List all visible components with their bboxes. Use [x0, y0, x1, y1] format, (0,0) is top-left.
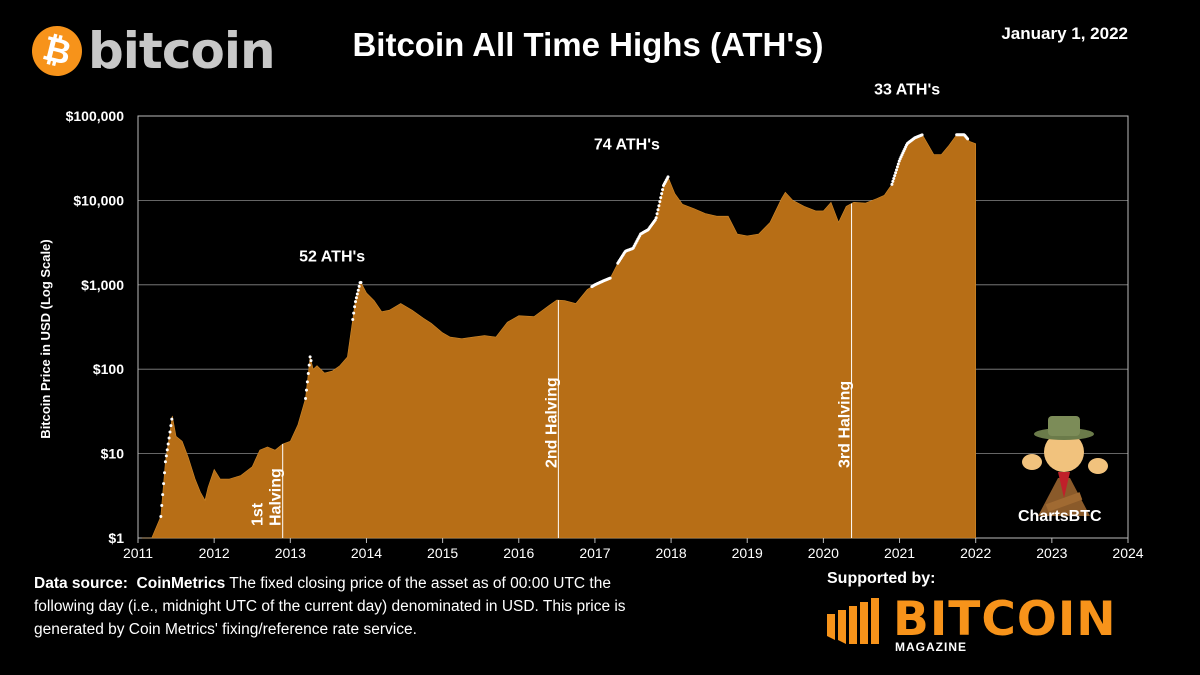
- ath-annotation: 52 ATH's: [299, 248, 365, 265]
- ath-dot: [166, 442, 170, 446]
- x-tick-label: 2012: [199, 545, 230, 561]
- bitcoin-magazine-logo: BITCOIN MAGAZINE: [827, 592, 1137, 654]
- ath-dot: [658, 200, 662, 204]
- sponsor-label: Supported by:: [827, 570, 936, 587]
- ath-dot: [655, 212, 659, 216]
- x-tick-label: 2020: [808, 545, 839, 561]
- x-tick-label: 2024: [1112, 545, 1143, 561]
- ath-dot: [170, 417, 174, 421]
- ath-dot: [304, 388, 308, 392]
- ath-dot: [666, 175, 670, 179]
- ath-dot: [608, 276, 612, 280]
- ath-dot: [306, 372, 310, 376]
- x-tick-label: 2019: [732, 545, 763, 561]
- ath-dot: [308, 355, 312, 359]
- x-tick-label: 2014: [351, 545, 382, 561]
- ath-dot: [892, 177, 896, 181]
- x-tick-label: 2011: [123, 545, 153, 561]
- ath-dot: [355, 292, 359, 296]
- bitcoin-magazine-stripes-icon: [827, 598, 879, 644]
- y-tick-label: $100,000: [66, 108, 125, 124]
- ath-dot: [353, 300, 357, 304]
- ath-dot: [354, 296, 358, 300]
- ath-dot: [890, 182, 894, 186]
- y-tick-label: $100: [93, 361, 124, 377]
- x-tick-label: 2015: [427, 545, 458, 561]
- ath-dot: [305, 380, 309, 384]
- ath-dot: [896, 162, 900, 166]
- sponsor-name: BITCOIN: [893, 592, 1117, 647]
- x-tick-label: 2017: [579, 545, 610, 561]
- halving-label: 2nd Halving: [543, 377, 560, 468]
- sponsor-sub: MAGAZINE: [895, 640, 967, 654]
- x-tick-label: 2021: [884, 545, 915, 561]
- ath-dot: [660, 192, 664, 196]
- ath-dot: [356, 288, 360, 292]
- x-tick-label: 2016: [503, 545, 534, 561]
- ath-dot: [309, 359, 313, 363]
- ath-dot: [161, 493, 165, 497]
- ath-dot: [160, 504, 164, 508]
- x-tick-label: 2022: [960, 545, 991, 561]
- ath-dot: [307, 363, 311, 367]
- y-axis-label: Bitcoin Price in USD (Log Scale): [38, 239, 53, 438]
- ath-dot: [353, 305, 357, 309]
- ath-dot: [163, 471, 167, 475]
- bitcoin-logo: ₿ bitcoin: [26, 20, 276, 82]
- bitcoin-logo-text: bitcoin: [88, 22, 276, 80]
- ath-dot: [304, 396, 308, 400]
- mascot-label: ChartsBTC: [1018, 508, 1102, 525]
- data-source-label: Data source:: [34, 575, 128, 592]
- ath-dot: [359, 280, 363, 284]
- ath-dot: [897, 159, 901, 163]
- ath-dot: [895, 165, 899, 169]
- ath-dot: [891, 179, 895, 183]
- halving-label: 1st: [250, 502, 267, 526]
- ath-dot: [894, 171, 898, 175]
- ath-dot: [162, 482, 166, 486]
- ath-dot: [894, 168, 898, 172]
- ath-dot: [966, 137, 970, 141]
- ath-dot: [893, 174, 897, 178]
- ath-dot: [661, 188, 665, 192]
- ath-dot: [659, 196, 663, 200]
- y-tick-label: $10,000: [73, 192, 124, 208]
- ath-dot: [357, 284, 361, 288]
- data-source-text: The fixed closing price of the asset as …: [34, 575, 626, 638]
- ath-dot: [165, 448, 169, 452]
- ath-dot: [159, 514, 163, 518]
- y-tick-label: $10: [101, 446, 125, 462]
- ath-dot: [654, 216, 658, 220]
- ath-dot: [920, 133, 924, 137]
- data-source-provider: CoinMetrics: [136, 575, 226, 592]
- ath-dot: [164, 454, 168, 458]
- x-tick-label: 2018: [655, 545, 686, 561]
- chart-date: January 1, 2022: [1001, 24, 1128, 43]
- ath-dot: [169, 424, 173, 428]
- ath-dot: [351, 318, 355, 322]
- ath-dot: [167, 436, 171, 440]
- x-tick-label: 2013: [275, 545, 306, 561]
- data-source-note: Data source: CoinMetrics The fixed closi…: [34, 572, 654, 641]
- ath-annotation: 33 ATH's: [874, 81, 940, 98]
- chart-title: Bitcoin All Time Highs (ATH's): [352, 26, 824, 63]
- ath-annotation: 74 ATH's: [594, 137, 660, 154]
- ath-dot: [656, 208, 660, 212]
- halving-label: 3rd Halving: [837, 381, 854, 468]
- x-tick-label: 2023: [1036, 545, 1067, 561]
- chartsbtc-mascot-icon: [1008, 408, 1120, 533]
- ath-dot: [168, 430, 172, 434]
- ath-dot: [163, 460, 167, 464]
- halving-label: Halving: [268, 468, 285, 526]
- ath-dot: [352, 311, 356, 315]
- y-tick-label: $1,000: [81, 277, 124, 293]
- ath-dot: [657, 204, 661, 208]
- y-tick-label: $1: [108, 530, 124, 546]
